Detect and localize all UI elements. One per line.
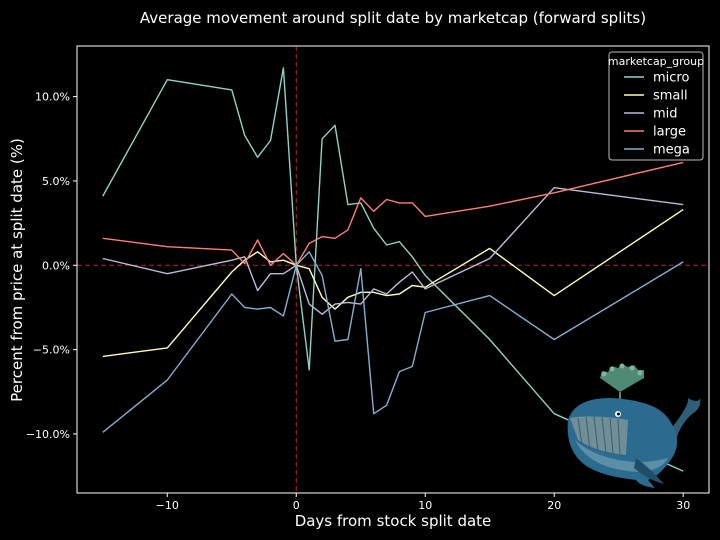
- y-tick-label: 10.0%: [35, 91, 70, 104]
- x-tick-label: 10: [418, 499, 432, 512]
- y-tick-label: 0.0%: [42, 259, 70, 272]
- legend-label-mid: mid: [653, 107, 678, 122]
- whale-mascot-icon: [567, 363, 701, 488]
- legend-title: marketcap_group: [608, 55, 704, 68]
- chart-title: Average movement around split date by ma…: [140, 9, 646, 27]
- x-axis-label: Days from stock split date: [295, 512, 492, 530]
- series-line-micro: [102, 67, 684, 472]
- x-tick-label: 20: [547, 499, 561, 512]
- legend-label-micro: micro: [653, 71, 689, 86]
- x-tick-label: 0: [293, 499, 300, 512]
- whale-spout-icon: [600, 363, 644, 400]
- x-tick-label: 30: [676, 499, 690, 512]
- legend-label-small: small: [653, 89, 688, 104]
- series-line-mega: [102, 251, 684, 433]
- y-axis-label: Percent from price at split date (%): [8, 138, 26, 402]
- y-tick-label: −10.0%: [26, 428, 70, 441]
- x-tick-label: −10: [156, 499, 179, 512]
- legend-box: [608, 51, 704, 161]
- series-line-small: [102, 209, 684, 358]
- series-line-large: [102, 161, 684, 266]
- plot-area: −10 0 10 20 30 −10.0% −5.0% 0.0% 5.0% 10.0% market…: [26, 45, 710, 512]
- series-line-mid: [102, 186, 684, 315]
- y-tick-label: 5.0%: [42, 175, 70, 188]
- plot-frame: [76, 45, 710, 494]
- legend-label-large: large: [653, 125, 686, 140]
- legend-label-mega: mega: [653, 143, 690, 158]
- y-tick-label: −5.0%: [33, 344, 70, 357]
